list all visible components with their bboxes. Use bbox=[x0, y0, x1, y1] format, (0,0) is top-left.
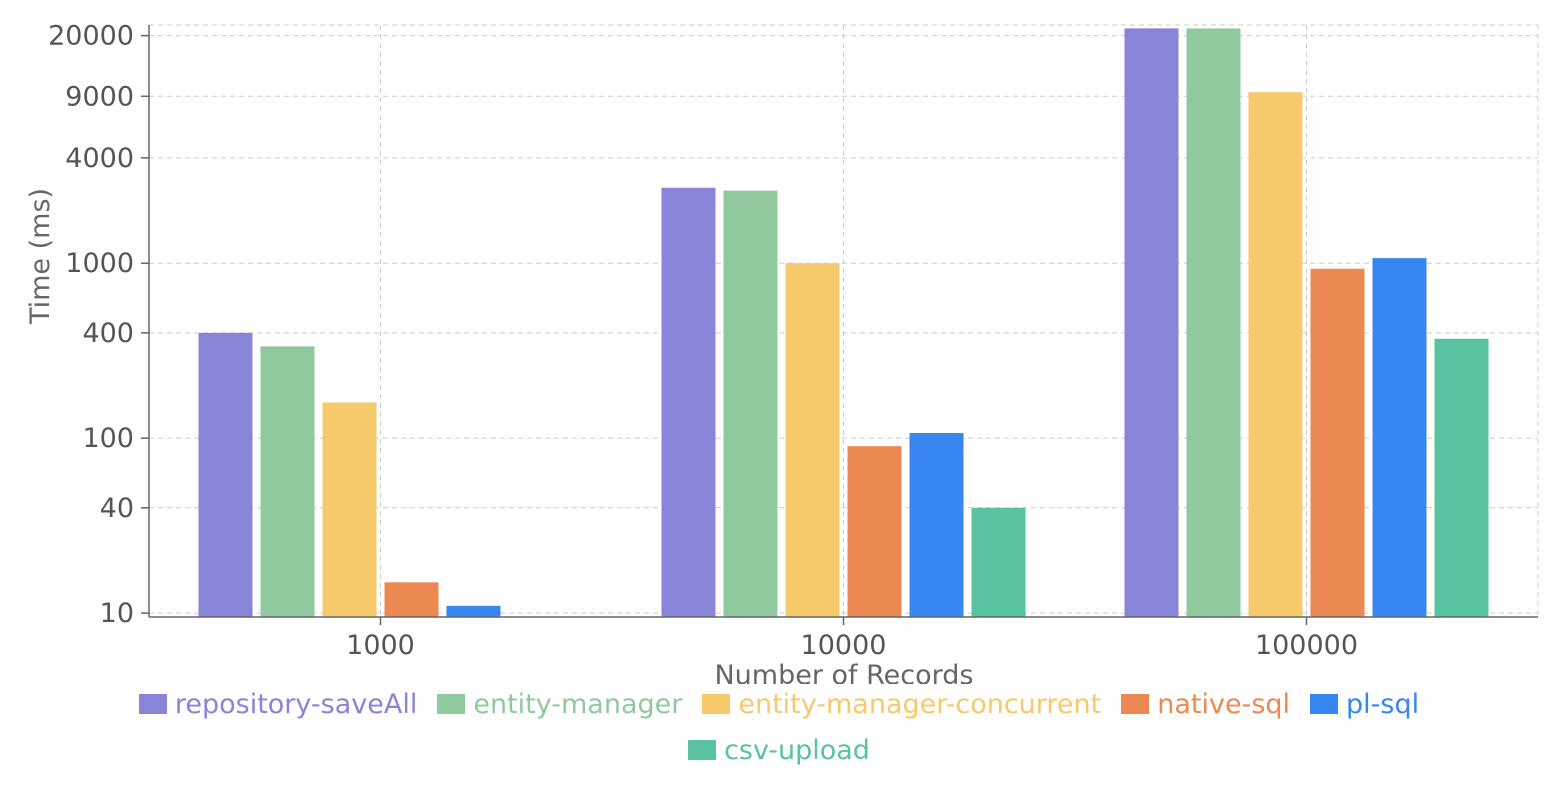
x-tick-label: 10000 bbox=[801, 630, 887, 661]
bar-pl-sql bbox=[446, 605, 501, 617]
bar-repository-saveAll bbox=[661, 187, 716, 617]
y-tick-label: 10 bbox=[100, 598, 134, 629]
legend-swatch bbox=[1310, 694, 1339, 714]
legend-item-entity-manager[interactable]: entity-manager bbox=[437, 689, 682, 720]
bar-entity-manager bbox=[260, 346, 315, 617]
x-ticks: 1000 10000 100000 bbox=[346, 617, 1358, 661]
bar-entity-manager-concurrent bbox=[1248, 92, 1303, 617]
bar-pl-sql bbox=[1372, 258, 1427, 617]
bar-entity-manager bbox=[723, 190, 778, 618]
legend-label: native-sql bbox=[1157, 688, 1291, 720]
y-ticks: 10 40 100 400 1000 4000 9000 20000 bbox=[48, 21, 149, 629]
bar-repository-saveAll bbox=[1124, 28, 1179, 617]
legend-item-pl-sql[interactable]: pl-sql bbox=[1310, 689, 1419, 720]
legend-item-csv-upload[interactable]: csv-upload bbox=[688, 735, 870, 766]
y-tick-label: 4000 bbox=[65, 143, 134, 174]
legend-row: csv-upload bbox=[0, 730, 1558, 770]
bar-csv-upload bbox=[971, 507, 1026, 617]
y-tick-label: 400 bbox=[82, 318, 134, 349]
x-axis-title: Number of Records bbox=[714, 660, 973, 684]
y-axis-title: Time (ms) bbox=[25, 188, 56, 325]
bar-native-sql bbox=[1310, 268, 1365, 617]
y-tick-label: 100 bbox=[82, 423, 134, 454]
x-tick-label: 100000 bbox=[1255, 630, 1358, 661]
bar-native-sql bbox=[847, 446, 902, 617]
legend-swatch bbox=[1121, 694, 1150, 714]
legend-label: entity-manager bbox=[473, 688, 683, 720]
legend-row: repository-saveAll entity-manager entity-m… bbox=[0, 684, 1558, 724]
y-tick-label: 1000 bbox=[65, 248, 134, 279]
legend-label: csv-upload bbox=[724, 734, 870, 766]
legend-label: pl-sql bbox=[1346, 688, 1420, 720]
legend-item-entity-manager-concurrent[interactable]: entity-manager-concurrent bbox=[702, 689, 1101, 720]
legend-label: entity-manager-concurrent bbox=[738, 688, 1102, 720]
bar-entity-manager bbox=[1186, 28, 1241, 617]
bar-native-sql bbox=[384, 582, 439, 617]
y-tick-label: 9000 bbox=[65, 81, 134, 112]
legend-item-repository-saveAll[interactable]: repository-saveAll bbox=[138, 688, 418, 720]
legend-label: repository-saveAll bbox=[174, 688, 418, 720]
x-tick-label: 1000 bbox=[346, 630, 415, 661]
y-tick-label: 40 bbox=[100, 493, 134, 524]
legend-swatch bbox=[138, 694, 167, 714]
legend-item-native-sql[interactable]: native-sql bbox=[1121, 689, 1290, 720]
bar-repository-saveAll bbox=[198, 332, 253, 617]
bars bbox=[198, 28, 1489, 618]
grid-lines bbox=[149, 24, 1539, 617]
bar-pl-sql bbox=[909, 433, 964, 617]
bar-entity-manager-concurrent bbox=[322, 402, 377, 617]
bar-csv-upload bbox=[1434, 338, 1489, 617]
legend-swatch bbox=[702, 694, 731, 714]
y-tick-label: 20000 bbox=[48, 21, 134, 52]
legend: repository-saveAll entity-manager entity-m… bbox=[0, 684, 1558, 776]
legend-swatch bbox=[437, 694, 466, 714]
legend-swatch bbox=[688, 740, 717, 760]
bar-entity-manager-concurrent bbox=[785, 263, 840, 617]
